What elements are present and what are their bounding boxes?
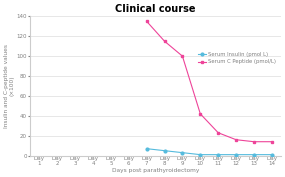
Serum C Peptide (pmol/L) [270,141,274,143]
Serum Insulin (pmol L) [252,154,256,156]
Serum C Peptide (pmol/L) [234,139,238,141]
Line: Serum C Peptide (pmol/L): Serum C Peptide (pmol/L) [145,20,273,143]
Serum Insulin (pmol L) [145,148,148,150]
Serum C Peptide (pmol/L) [199,113,202,115]
Serum C Peptide (pmol/L) [145,20,148,22]
Serum Insulin (pmol L) [199,154,202,156]
Serum Insulin (pmol L) [163,150,166,152]
Legend: Serum Insulin (pmol L), Serum C Peptide (pmol/L): Serum Insulin (pmol L), Serum C Peptide … [196,50,278,67]
Serum Insulin (pmol L) [234,154,238,156]
X-axis label: Days post parathyroidectomy: Days post parathyroidectomy [112,168,199,173]
Serum C Peptide (pmol/L) [217,132,220,134]
Serum Insulin (pmol L) [270,154,274,156]
Serum C Peptide (pmol/L) [252,141,256,143]
Serum C Peptide (pmol/L) [163,40,166,42]
Y-axis label: Insulin and C-peptide values
(×100): Insulin and C-peptide values (×100) [4,44,15,128]
Serum Insulin (pmol L) [217,154,220,156]
Line: Serum Insulin (pmol L): Serum Insulin (pmol L) [145,147,273,156]
Serum C Peptide (pmol/L) [181,55,184,57]
Serum Insulin (pmol L) [181,152,184,154]
Title: Clinical course: Clinical course [115,4,196,14]
